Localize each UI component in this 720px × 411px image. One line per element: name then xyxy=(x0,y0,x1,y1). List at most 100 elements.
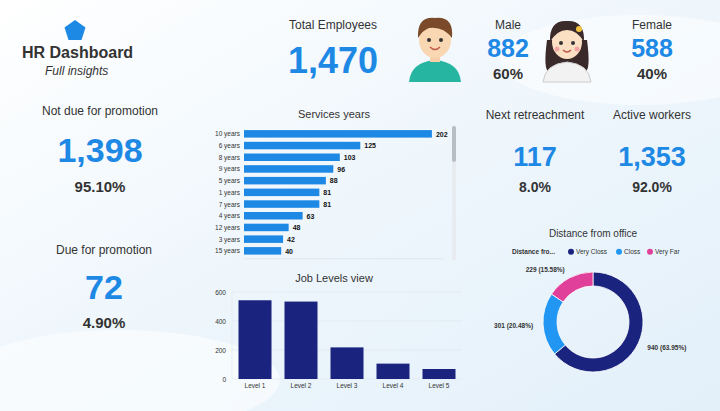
legend-dot xyxy=(647,249,653,255)
bars xyxy=(244,130,432,255)
hair xyxy=(550,21,584,42)
mouth xyxy=(430,47,440,50)
tick-label: 6 years xyxy=(219,142,241,150)
chart-title: Services years xyxy=(298,108,371,120)
kpi-percent: 95.10% xyxy=(75,178,126,195)
bar xyxy=(244,130,432,138)
data-label: 940 (63.95%) xyxy=(647,344,686,352)
eye xyxy=(571,41,575,45)
bar xyxy=(244,154,340,162)
cheek xyxy=(555,47,560,52)
data-label: 125 xyxy=(364,142,376,149)
tick-label: Level 2 xyxy=(291,382,312,389)
mouth xyxy=(563,50,571,52)
tick-label: 1 years xyxy=(219,189,241,197)
scrollbar xyxy=(452,126,456,260)
bar xyxy=(423,369,456,379)
hair xyxy=(418,18,452,38)
legend-dot xyxy=(568,249,574,255)
bar xyxy=(244,189,319,197)
cloud xyxy=(0,330,280,411)
kpi-value: 1,353 xyxy=(618,142,686,172)
header-title: HR Dashboard xyxy=(22,44,133,61)
data-label: 88 xyxy=(330,177,338,184)
bar xyxy=(244,142,360,150)
axis-line xyxy=(232,292,233,379)
bars xyxy=(239,300,456,379)
tick-label: 0 xyxy=(222,376,226,383)
data-label: 103 xyxy=(344,154,356,161)
bar xyxy=(377,364,410,379)
cheek xyxy=(575,47,580,52)
tick-label: 3 years xyxy=(219,236,241,244)
eye xyxy=(559,41,563,45)
tick-label: 12 years xyxy=(215,224,241,232)
hair-clip xyxy=(576,26,582,32)
kpi-label: Female xyxy=(632,18,672,32)
bar xyxy=(331,347,364,379)
grid-line xyxy=(232,292,462,293)
bar xyxy=(285,302,318,379)
tick-label: 8 years xyxy=(219,154,241,162)
kpi-percent: 40% xyxy=(637,65,667,82)
cloud xyxy=(500,15,720,105)
kpi-value: 117 xyxy=(513,142,557,172)
tick-label: 200 xyxy=(215,347,226,354)
bar xyxy=(244,165,333,173)
chart-title: Job Levels view xyxy=(295,272,373,284)
logo xyxy=(65,20,86,40)
kpi-percent: 4.90% xyxy=(83,314,126,331)
data-label: 42 xyxy=(287,236,295,243)
legend-dot xyxy=(616,249,622,255)
kpi-value: 882 xyxy=(487,34,529,62)
kpi-percent: 60% xyxy=(493,65,523,82)
tick-label: Level 1 xyxy=(245,382,266,389)
tick-label: 10 years xyxy=(215,130,241,138)
bar xyxy=(244,235,283,243)
shirt xyxy=(543,62,591,82)
eye xyxy=(427,38,431,42)
bar xyxy=(239,300,272,379)
axis-line xyxy=(244,258,444,259)
bar xyxy=(244,212,303,220)
legend-label: Closs xyxy=(624,248,641,255)
bar xyxy=(244,177,326,185)
bar xyxy=(244,247,281,255)
data-label: 202 xyxy=(436,131,448,138)
tick-label: Level 3 xyxy=(337,382,358,389)
data-label: 81 xyxy=(323,201,331,208)
tick-label: 4 years xyxy=(219,212,241,220)
legend-title: Distance fro... xyxy=(512,248,555,255)
slice xyxy=(543,294,565,354)
legend-label: Very Far xyxy=(655,248,680,256)
kpi-label: Active workers xyxy=(613,108,691,122)
tick-label: 5 years xyxy=(219,177,241,185)
avatar-female xyxy=(543,21,591,82)
eye xyxy=(439,38,443,42)
dashboard: HR Dashboard Full insights Total Employees… xyxy=(0,0,720,411)
chart-title: Distance from office xyxy=(549,228,638,239)
kpi-value: 72 xyxy=(85,268,123,306)
data-label: 48 xyxy=(293,224,301,231)
bar xyxy=(244,200,319,208)
data-label: 63 xyxy=(307,213,315,220)
tick-label: 7 years xyxy=(219,201,241,209)
avatar-male xyxy=(409,18,461,82)
tick-label: 9 years xyxy=(219,165,241,173)
kpi-value: 588 xyxy=(631,34,673,62)
kpi-label: Next retreachment xyxy=(486,108,585,122)
kpi-value: 1,398 xyxy=(57,131,142,169)
legend-label: Very Closs xyxy=(576,248,608,256)
bar xyxy=(244,224,289,232)
shirt xyxy=(409,60,461,82)
data-label: 81 xyxy=(323,189,331,196)
slice xyxy=(552,272,593,302)
tick-label: 600 xyxy=(215,289,226,296)
tick-label: 15 years xyxy=(215,247,241,255)
kpi-label: Total Employees xyxy=(289,18,377,32)
data-label: 301 (20.48%) xyxy=(494,322,533,330)
tick-label: Level 4 xyxy=(383,382,404,389)
tick-label: Level 5 xyxy=(429,382,450,389)
header-subtitle: Full insights xyxy=(45,64,108,78)
data-label: 40 xyxy=(285,248,293,255)
